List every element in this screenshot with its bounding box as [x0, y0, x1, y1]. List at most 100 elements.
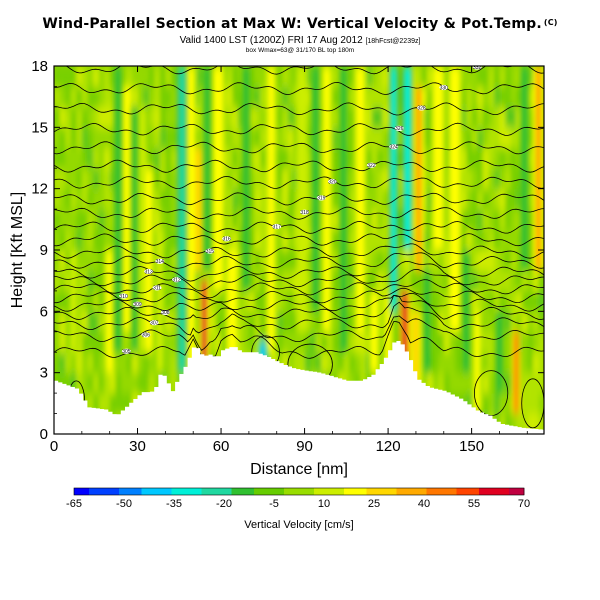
- colorbar: -65 -50 -35 -20 -5 10 25 40 55 70: [66, 487, 530, 510]
- field-cell: [443, 331, 450, 353]
- field-cell: [527, 331, 534, 353]
- field-cell: [282, 168, 289, 190]
- field-cell: [471, 290, 478, 312]
- field-cell: [215, 331, 222, 353]
- field-cell: [254, 86, 261, 108]
- field-cell: [527, 147, 534, 169]
- field-cell: [505, 413, 512, 434]
- updraft-core: [186, 66, 194, 373]
- field-cell: [92, 229, 100, 251]
- y-tick-label: 6: [40, 303, 48, 320]
- field-cell: [337, 352, 345, 374]
- field-cell: [443, 209, 450, 231]
- field-cell: [499, 127, 506, 149]
- field-cell: [282, 209, 289, 231]
- field-cell: [421, 127, 428, 149]
- isentrope-label-bg: [222, 236, 232, 242]
- updraft-core: [324, 66, 330, 332]
- field-cell: [59, 352, 66, 374]
- field-cell: [493, 290, 500, 312]
- downdraft-core: [243, 66, 249, 291]
- field-cell: [376, 188, 384, 210]
- field-cell: [427, 209, 434, 231]
- field-cell: [376, 250, 384, 271]
- updraft-core: [136, 106, 144, 353]
- field-cell: [76, 106, 83, 128]
- downdraft-core: [521, 66, 528, 271]
- field-cell: [505, 127, 512, 149]
- field-cell: [488, 229, 495, 251]
- field-cell: [443, 372, 450, 394]
- field-cell: [109, 372, 116, 394]
- field-cell: [466, 229, 473, 251]
- field-cell: [276, 352, 283, 374]
- field-cell: [276, 127, 283, 149]
- y-axis-label: Height [Kft MSL]: [9, 192, 26, 309]
- isentrope-label-bg: [121, 348, 131, 354]
- field-cell: [170, 147, 177, 169]
- field-cell: [432, 250, 439, 271]
- colorbar-cell: [359, 488, 367, 495]
- field-cell: [54, 188, 61, 210]
- isentrope-line: [54, 252, 544, 269]
- field-cell: [226, 127, 233, 149]
- field-cell: [376, 127, 384, 149]
- field-cell: [527, 270, 534, 292]
- field-cell: [349, 331, 356, 353]
- updraft-core: [70, 250, 77, 353]
- field-cell: [104, 106, 111, 128]
- field-cell: [92, 331, 100, 353]
- field-cell: [254, 168, 261, 190]
- field-cell: [443, 168, 450, 190]
- field-cell: [443, 147, 450, 169]
- field-cell: [254, 147, 261, 169]
- isentrope-label-bg: [389, 144, 399, 150]
- colorbar-label: Vertical Velocity [cm/s]: [244, 519, 353, 531]
- downdraft-core: [312, 66, 319, 312]
- field-cell: [254, 209, 261, 231]
- field-cell: [304, 86, 311, 108]
- field-cell: [349, 290, 356, 312]
- x-axis: 0 30 60 90 120 150: [50, 66, 528, 455]
- field-cell: [443, 270, 450, 292]
- field-cell: [488, 209, 495, 231]
- colorbar-cell: [509, 488, 517, 495]
- field-cell: [505, 311, 512, 333]
- field-cell: [70, 229, 77, 251]
- downdraft-core: [132, 106, 137, 353]
- field-cell: [92, 168, 100, 190]
- field-cell: [510, 250, 517, 271]
- colorbar-cell: [209, 488, 217, 495]
- isentrope-line: [54, 287, 544, 304]
- field-cell: [260, 86, 267, 108]
- field-cell: [332, 229, 339, 251]
- field-cell: [87, 127, 94, 149]
- field-cell: [376, 352, 384, 374]
- field-cell: [488, 393, 495, 415]
- field-cell: [87, 311, 94, 333]
- field-cell: [148, 66, 155, 87]
- field-cell: [460, 188, 467, 210]
- field-cell: [254, 66, 261, 87]
- field-cell: [466, 372, 473, 394]
- isentrope-line: [54, 301, 544, 336]
- colorbar-cell: [164, 488, 172, 495]
- isentrope-label-bg: [300, 209, 310, 215]
- updraft-core: [356, 66, 364, 332]
- field-cell: [315, 311, 322, 333]
- field-cell: [165, 250, 172, 271]
- isentrope-label: 318: [300, 210, 309, 216]
- field-cell: [527, 372, 534, 394]
- field-cell: [488, 250, 495, 271]
- field-cell: [87, 270, 94, 292]
- field-cell: [376, 168, 384, 190]
- field-cell: [137, 352, 144, 374]
- field-cell: [260, 229, 267, 251]
- forecast-tag: [18hFcst@2239z]: [365, 38, 421, 45]
- field-cell: [505, 290, 512, 312]
- field-cell: [59, 188, 66, 210]
- field-cell: [54, 106, 61, 128]
- field-cell: [427, 127, 434, 149]
- field-cell: [276, 311, 283, 333]
- field-cell: [510, 413, 517, 434]
